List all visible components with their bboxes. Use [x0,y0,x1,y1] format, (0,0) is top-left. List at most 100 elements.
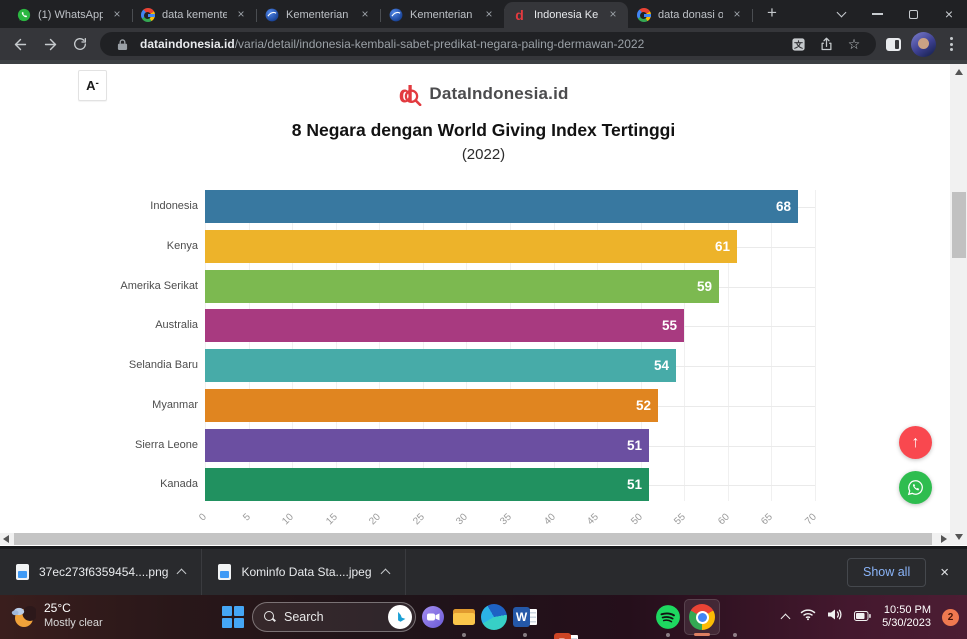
download-file-name: Kominfo Data Sta....jpeg [241,565,372,579]
category-label: Myanmar [152,399,198,411]
close-window-button[interactable]: × [944,6,954,22]
browser-tab-search-1[interactable]: data kementerian k × [132,2,257,28]
clock-widget[interactable]: 10:50 PM 5/30/2023 [882,604,931,631]
horizontal-scrollbar-thumb[interactable] [14,533,932,545]
font-size-decrease-button[interactable]: A- [78,70,107,101]
tab-search-icon[interactable] [823,0,859,28]
kominfo-icon [264,8,279,23]
tab-title: Kementerian Komu [410,9,475,21]
new-tab-button[interactable]: + [767,3,777,22]
whatsapp-contact-button[interactable] [899,471,932,504]
volume-icon[interactable] [827,608,843,626]
browser-tab-kominfo-2[interactable]: Kementerian Komu × [380,2,505,28]
site-brand-name: DataIndonesia.id [429,84,569,103]
web-page-content: A- d DataIndonesia.id 8 Negara dengan Wo… [0,64,967,546]
download-item[interactable]: Kominfo Data Sta....jpeg [202,549,404,595]
chrome-active-icon[interactable] [684,599,720,635]
tab-close-icon[interactable]: × [361,7,369,21]
restore-button[interactable] [895,0,931,28]
browser-tab-dataindonesia-active[interactable]: d Indonesia Kembali × [504,2,628,28]
tab-close-icon[interactable]: × [485,7,493,21]
search-icon [264,611,276,623]
font-size-label: A [86,78,96,93]
url-domain: dataindonesia.id [140,37,235,51]
back-button[interactable] [10,34,30,54]
grid-line [815,190,816,501]
browser-tab-whatsapp[interactable]: (1) WhatsApp × [8,2,133,28]
chart-category-axis: Indonesia Kenya Amerika Serikat Australia Se… [40,190,198,510]
translate-icon[interactable] [788,37,808,52]
bar-value-label: 68 [775,199,791,214]
search-placeholder: Search [284,610,324,624]
powerpoint-icon[interactable]: P [553,630,579,639]
taskbar-search[interactable]: Search [252,602,416,632]
weather-widget[interactable]: 25°C Mostly clear [10,601,103,630]
show-all-downloads-button[interactable]: Show all [846,557,927,587]
file-explorer-icon[interactable] [451,604,477,630]
wifi-icon[interactable] [800,608,816,626]
chart-bar-kanada: 51 [205,468,649,501]
download-item[interactable]: 37ec273f6359454....png [0,549,201,595]
word-icon[interactable]: W [512,604,538,630]
chevron-up-icon[interactable] [380,568,390,579]
running-app-dot [523,633,527,637]
browser-toolbar: dataindonesia.id/varia/detail/indonesia-… [0,28,967,60]
browser-tab-search-2[interactable]: data donasi online × [628,2,753,28]
tab-close-icon[interactable]: × [733,7,741,21]
tab-close-icon[interactable]: × [237,7,245,21]
chevron-up-icon[interactable] [177,568,187,579]
vertical-scrollbar-thumb[interactable] [951,192,966,258]
grid-line [510,190,511,501]
chart-plot: 0 5 10 15 20 25 30 35 40 45 50 55 60 65 70 68 61 59 55 54 52… [197,190,819,527]
google-icon [140,8,155,23]
category-label: Amerika Serikat [120,280,198,292]
lock-icon [112,38,132,51]
browser-tab-kominfo-1[interactable]: Kementerian Komu × [256,2,381,28]
tab-close-icon[interactable]: × [609,7,617,21]
browser-menu-icon[interactable] [946,37,957,51]
scroll-down-arrow[interactable] [954,534,963,540]
battery-icon[interactable] [854,608,871,626]
image-file-icon [16,564,29,580]
url-text: dataindonesia.id/varia/detail/indonesia-… [140,37,780,51]
share-icon[interactable] [816,37,836,52]
bar-value-label: 51 [626,477,642,492]
profile-avatar[interactable] [911,31,936,57]
chart-title: 8 Negara dengan World Giving Index Terti… [291,120,676,140]
bar-value-label: 52 [635,398,651,413]
close-download-bar-button[interactable]: × [940,563,949,581]
forward-button[interactable] [40,34,60,54]
scroll-to-top-button[interactable]: ↑ [899,426,932,459]
bar-value-label: 54 [653,358,669,373]
scroll-left-arrow[interactable] [3,535,9,543]
address-bar[interactable]: dataindonesia.id/varia/detail/indonesia-… [100,32,876,56]
notification-badge[interactable]: 2 [942,608,959,626]
scroll-up-arrow[interactable] [954,69,963,75]
tab-close-icon[interactable]: × [113,7,121,21]
bookmark-star-icon[interactable]: ☆ [847,35,861,52]
start-button[interactable] [222,606,244,628]
windows-taskbar: 25°C Mostly clear Search W P X [0,595,967,639]
grid-line [292,190,294,501]
reload-button[interactable] [70,34,90,54]
active-app-indicator [694,633,710,636]
grid-line [422,190,424,501]
grid-line [727,190,729,501]
horizontal-scrollbar[interactable] [0,533,950,545]
minimize-button[interactable] [859,0,895,28]
scroll-right-arrow[interactable] [941,535,947,543]
bar-value-label: 59 [696,279,712,294]
side-panel-icon[interactable] [886,37,901,51]
content-download-divider [0,546,967,548]
teams-chat-icon[interactable] [420,604,446,630]
vertical-scrollbar[interactable] [950,64,967,545]
grid-line [597,190,599,501]
divider [201,549,203,595]
chart-bar-kenya: 61 [205,230,737,263]
grid-line [205,190,206,501]
spotify-icon[interactable] [655,604,681,630]
edge-browser-icon[interactable] [481,604,507,630]
tray-chevron-up-icon[interactable] [780,613,791,624]
grid-line [553,190,555,501]
